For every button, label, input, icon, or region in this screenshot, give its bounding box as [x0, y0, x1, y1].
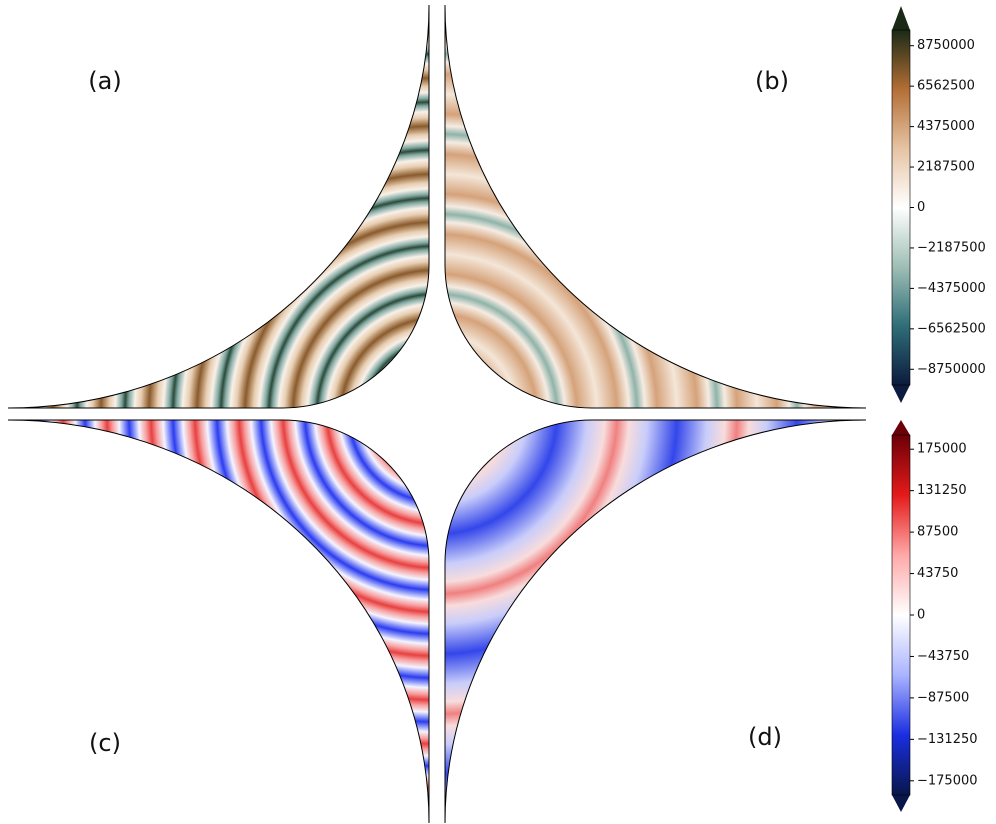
- colorbar-tick-label: −4375000: [917, 281, 986, 296]
- colorbar-tick-label: 6562500: [917, 79, 975, 94]
- colorbar-tick-label: 0: [917, 200, 925, 215]
- colorbars: −8750000 −6562500 −4375000 −2187500 0 2187500…: [891, 6, 986, 812]
- colorbar-tick-label: −8750000: [917, 362, 986, 377]
- colorbar: [891, 29, 911, 386]
- panel-label: (b): [755, 67, 789, 95]
- colorbar-tick-label: −87500: [917, 690, 969, 705]
- panel-label: (c): [89, 729, 121, 757]
- colorbar-tick-label: −175000: [917, 773, 978, 788]
- panel-label: (a): [88, 67, 121, 95]
- colorbar-tick-label: 2187500: [917, 160, 975, 175]
- colorbar: [891, 434, 911, 796]
- colorbar-tick-label: 8750000: [917, 38, 975, 53]
- colorbar-tick-label: 175000: [917, 442, 967, 457]
- colorbar-tick-label: 131250: [917, 483, 967, 498]
- colorbar-extend-bottom: [892, 385, 910, 403]
- colorbar-extend-bottom: [892, 795, 910, 812]
- panels: (a) (b) (c) (d): [7, 4, 867, 824]
- colorbar-tick-label: −131250: [917, 732, 978, 747]
- colorbar-extend-top: [892, 6, 910, 30]
- colorbar-extend-top: [892, 420, 910, 435]
- colorbar-tick-label: −2187500: [917, 240, 986, 255]
- panel-field: [7, 419, 430, 824]
- panel-field: [444, 419, 867, 824]
- colorbar-tick-label: 43750: [917, 566, 958, 581]
- colorbar-tick-label: −6562500: [917, 321, 986, 336]
- panel-field: [7, 4, 430, 409]
- colorbar-tick-label: −43750: [917, 649, 969, 664]
- colorbar-tick-label: 87500: [917, 525, 958, 540]
- colorbar-tick-label: 0: [917, 608, 925, 623]
- panel-field: [444, 4, 867, 409]
- panel-label: (d): [748, 723, 782, 751]
- colorbar-tick-label: 4375000: [917, 119, 975, 134]
